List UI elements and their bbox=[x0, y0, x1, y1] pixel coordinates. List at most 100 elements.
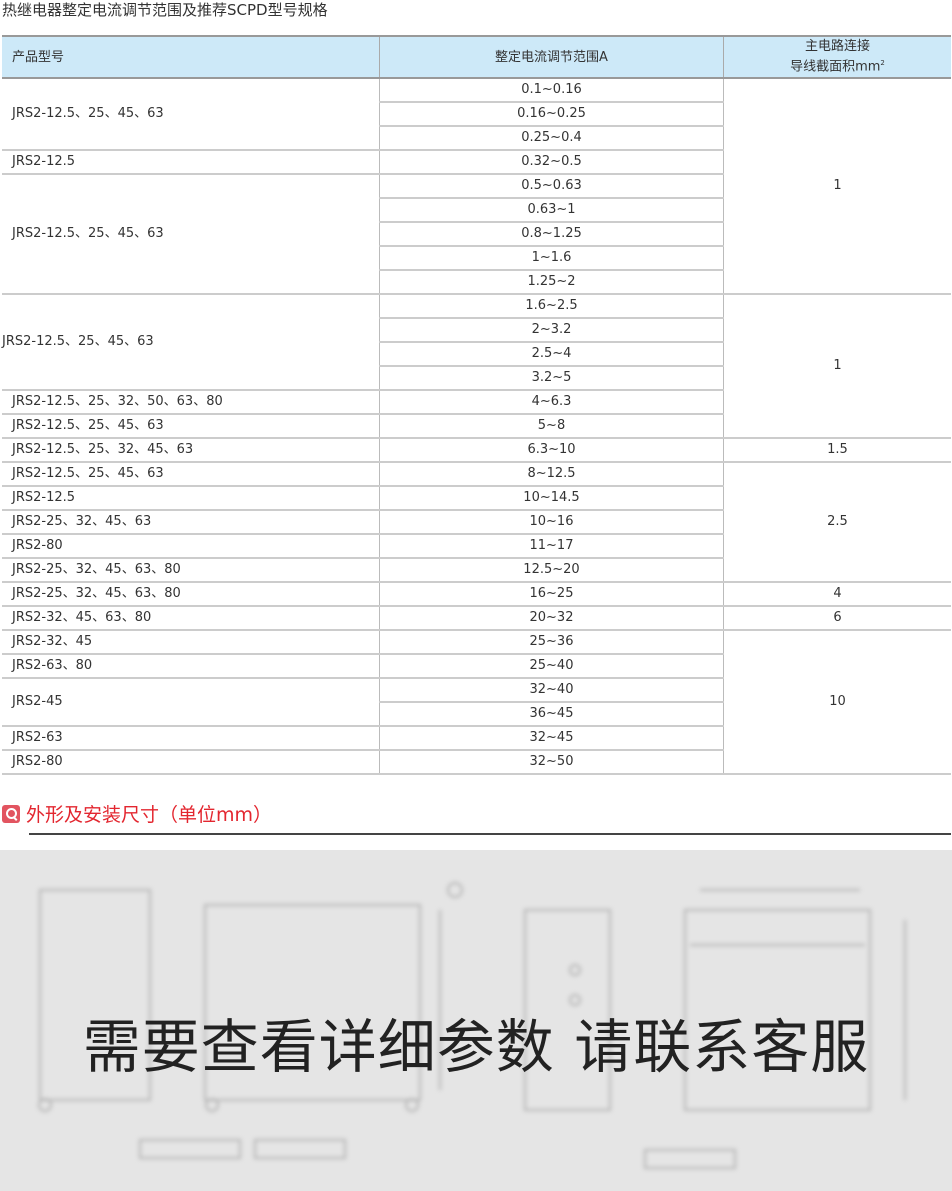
range-cell: 25~36 bbox=[379, 629, 724, 655]
range-cell: 10~16 bbox=[379, 509, 724, 535]
range-cell: 16~25 bbox=[379, 581, 724, 607]
model-cell: JRS2-12.5、25、32、45、63 bbox=[2, 437, 380, 463]
model-cell: JRS2-12.5、25、45、63 bbox=[2, 461, 380, 487]
table-row: 1.25~2 bbox=[2, 269, 951, 295]
range-cell: 20~32 bbox=[379, 605, 724, 631]
table-row: JRS2-32、45 25~36 10 bbox=[2, 629, 951, 775]
table-row: JRS2-12.5、25、32、50、63、80 4~6.3 bbox=[2, 389, 951, 415]
header-range: 整定电流调节范围A bbox=[379, 35, 724, 79]
model-cell: JRS2-80 bbox=[2, 749, 380, 775]
model-cell: JRS2-12.5、25、32、50、63、80 bbox=[2, 389, 380, 415]
search-icon bbox=[2, 804, 20, 823]
range-cell: 8~12.5 bbox=[379, 461, 724, 487]
table-row: 0.8~1.25 bbox=[2, 221, 951, 247]
spec-table: 产品型号 整定电流调节范围A 主电路连接导线截面积mm2 JRS2-12.5、2… bbox=[2, 35, 951, 775]
table-row: JRS2-12.5、25、32、45、63 6.3~10 1.5 bbox=[2, 437, 951, 463]
wire-size-cell: 2.5 bbox=[723, 461, 951, 583]
model-cell: JRS2-12.5、25、45、63 bbox=[2, 173, 380, 295]
range-cell: 1~1.6 bbox=[379, 245, 724, 271]
model-cell: JRS2-12.5、25、45、63 bbox=[2, 77, 380, 151]
model-cell: JRS2-63 bbox=[2, 725, 380, 751]
table-row: JRS2-12.5 10~14.5 bbox=[2, 485, 951, 511]
wire-size-cell: 1 bbox=[723, 293, 951, 439]
table-header-row: 产品型号 整定电流调节范围A 主电路连接导线截面积mm2 bbox=[2, 35, 951, 79]
table-row: 2.5~4 bbox=[2, 341, 951, 367]
model-cell: JRS2-12.5、25、45、63 bbox=[2, 293, 380, 391]
model-cell: JRS2-12.5、25、45、63 bbox=[2, 413, 380, 439]
range-cell: 32~40 bbox=[379, 677, 724, 703]
range-cell: 2.5~4 bbox=[379, 341, 724, 367]
table-row: JRS2-12.5、25、45、63 0.1~0.16 1 bbox=[2, 77, 951, 295]
wire-size-cell: 6 bbox=[723, 605, 951, 631]
table-row: 1~1.6 bbox=[2, 245, 951, 271]
model-cell: JRS2-80 bbox=[2, 533, 380, 559]
table-row: JRS2-12.5 0.32~0.5 bbox=[2, 149, 951, 175]
blurred-drawing bbox=[38, 882, 906, 1169]
range-cell: 0.32~0.5 bbox=[379, 149, 724, 175]
model-cell: JRS2-45 bbox=[2, 677, 380, 727]
wire-size-cell: 1.5 bbox=[723, 437, 951, 463]
range-cell: 0.1~0.16 bbox=[379, 77, 724, 103]
range-cell: 0.63~1 bbox=[379, 197, 724, 223]
table-row: 3.2~5 bbox=[2, 365, 951, 391]
section-heading: 外形及安装尺寸（单位mm） bbox=[2, 800, 272, 827]
range-cell: 11~17 bbox=[379, 533, 724, 559]
table-row: JRS2-80 11~17 bbox=[2, 533, 951, 559]
table-row: JRS2-45 32~40 bbox=[2, 677, 951, 727]
wire-size-cell: 1 bbox=[723, 77, 951, 295]
header-wire: 主电路连接导线截面积mm2 bbox=[723, 35, 951, 79]
model-cell: JRS2-63、80 bbox=[2, 653, 380, 679]
header-wire-line2: 导线截面积mm bbox=[790, 59, 881, 75]
table-row: JRS2-12.5、25、45、63 1.6~2.5 1 bbox=[2, 293, 951, 439]
range-cell: 0.16~0.25 bbox=[379, 101, 724, 127]
range-cell: 6.3~10 bbox=[379, 437, 724, 463]
header-model: 产品型号 bbox=[2, 35, 380, 79]
table-row: JRS2-25、32、45、63、80 12.5~20 bbox=[2, 557, 951, 583]
table-row: JRS2-12.5、25、45、63 5~8 bbox=[2, 413, 951, 439]
range-cell: 32~50 bbox=[379, 749, 724, 775]
table-row: JRS2-63、80 25~40 bbox=[2, 653, 951, 679]
range-cell: 12.5~20 bbox=[379, 557, 724, 583]
header-wire-sup: 2 bbox=[880, 59, 885, 68]
table-row: JRS2-12.5、25、45、63 0.5~0.63 bbox=[2, 173, 951, 295]
table-row: JRS2-80 32~50 bbox=[2, 749, 951, 775]
range-cell: 1.25~2 bbox=[379, 269, 724, 295]
model-cell: JRS2-12.5 bbox=[2, 485, 380, 511]
table-row: 0.25~0.4 bbox=[2, 125, 951, 151]
table-row: JRS2-32、45、63、80 20~32 6 bbox=[2, 605, 951, 631]
range-cell: 3.2~5 bbox=[379, 365, 724, 391]
model-cell: JRS2-32、45、63、80 bbox=[2, 605, 380, 631]
range-cell: 10~14.5 bbox=[379, 485, 724, 511]
range-cell: 32~45 bbox=[379, 725, 724, 751]
table-row: 2~3.2 bbox=[2, 317, 951, 343]
table-row: JRS2-25、32、45、63、80 16~25 4 bbox=[2, 581, 951, 607]
model-cell: JRS2-25、32、45、63 bbox=[2, 509, 380, 535]
wire-size-cell: 10 bbox=[723, 629, 951, 775]
range-cell: 0.25~0.4 bbox=[379, 125, 724, 151]
table-row: 0.63~1 bbox=[2, 197, 951, 223]
table-row: 0.16~0.25 bbox=[2, 101, 951, 127]
header-wire-line1: 主电路连接 bbox=[804, 39, 870, 55]
range-cell: 5~8 bbox=[379, 413, 724, 439]
range-cell: 1.6~2.5 bbox=[379, 293, 724, 319]
table-row: JRS2-12.5、25、45、63 8~12.5 2.5 bbox=[2, 461, 951, 583]
range-cell: 0.5~0.63 bbox=[379, 173, 724, 199]
model-cell: JRS2-25、32、45、63、80 bbox=[2, 557, 380, 583]
range-cell: 0.8~1.25 bbox=[379, 221, 724, 247]
range-cell: 25~40 bbox=[379, 653, 724, 679]
range-cell: 4~6.3 bbox=[379, 389, 724, 415]
model-cell: JRS2-25、32、45、63、80 bbox=[2, 581, 380, 607]
section-divider bbox=[29, 833, 951, 835]
table-row: 36~45 bbox=[2, 701, 951, 727]
section-title: 外形及安装尺寸（单位mm） bbox=[26, 804, 273, 826]
model-cell: JRS2-12.5 bbox=[2, 149, 380, 175]
wire-size-cell: 4 bbox=[723, 581, 951, 607]
contact-overlay-text: 需要查看详细参数 请联系客服 bbox=[82, 1013, 870, 1081]
dimension-drawing: 需要查看详细参数 请联系客服 bbox=[0, 850, 952, 1191]
table-row: JRS2-25、32、45、63 10~16 bbox=[2, 509, 951, 535]
page-title: 热继电器整定电流调节范围及推荐SCPD型号规格 bbox=[2, 1, 328, 19]
range-cell: 2~3.2 bbox=[379, 317, 724, 343]
range-cell: 36~45 bbox=[379, 701, 724, 727]
table-row: JRS2-63 32~45 bbox=[2, 725, 951, 751]
model-cell: JRS2-32、45 bbox=[2, 629, 380, 655]
